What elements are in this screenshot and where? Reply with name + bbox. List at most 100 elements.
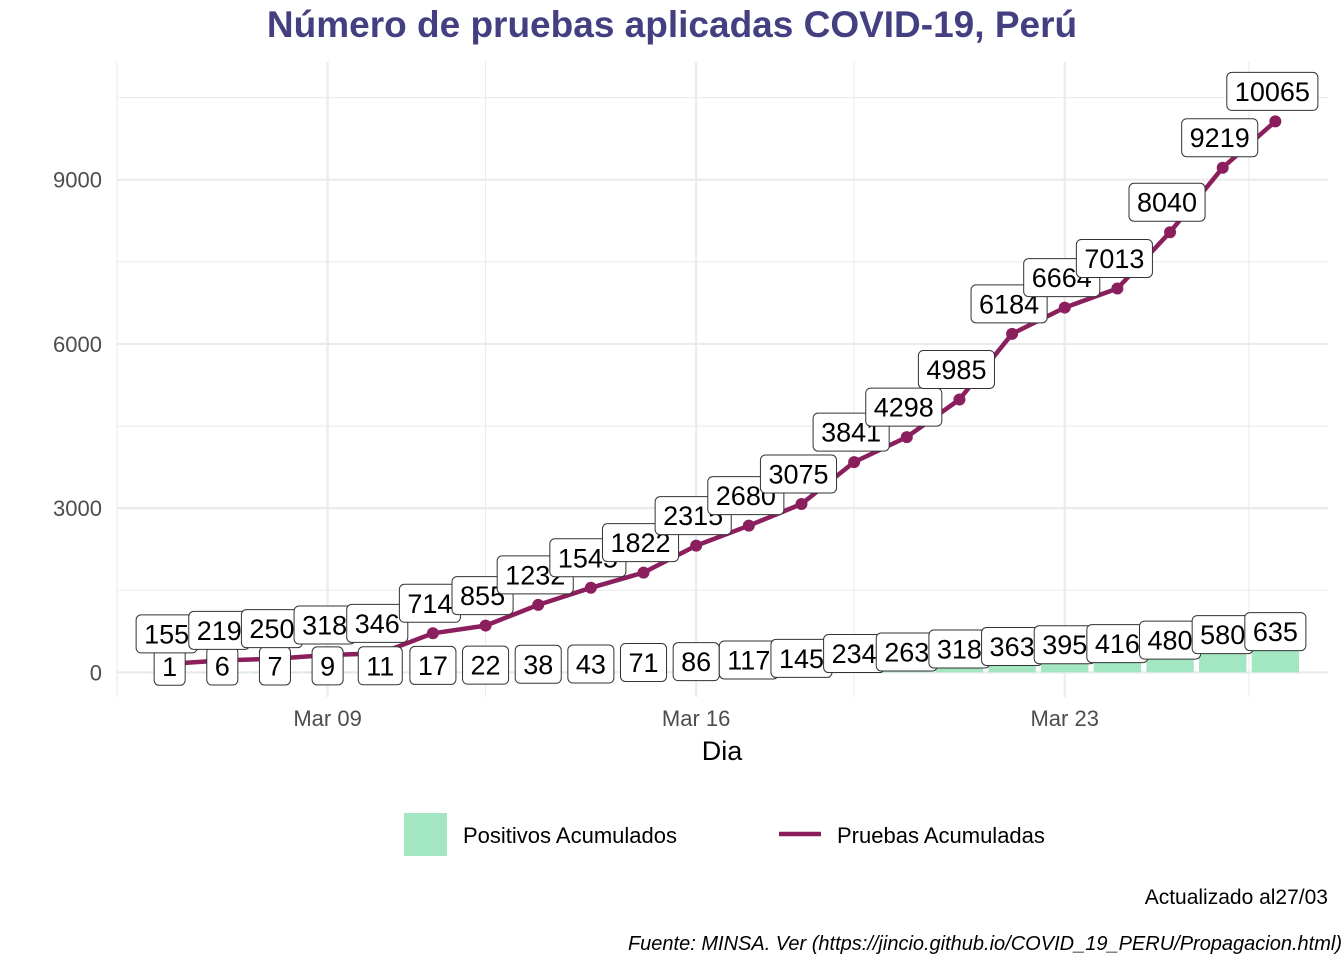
point-label-box	[917, 349, 995, 389]
bar-label-text: 416	[1095, 629, 1140, 659]
bar-label-text: 580	[1200, 620, 1245, 650]
line-pruebas-path	[167, 119, 1278, 667]
bar-label: 234	[823, 634, 886, 674]
bar-label-text: 395	[1042, 630, 1087, 660]
chart-title: Número de pruebas aplicadas COVID-19, Pe…	[267, 4, 1077, 45]
point-pruebas	[1111, 282, 1124, 295]
bar-label-box	[1244, 612, 1307, 652]
legend-key-bar	[404, 813, 447, 856]
x-axis-ticks: Mar 09 Mar 16 Mar 23	[293, 706, 1099, 731]
x-tick-label: Mar 09	[293, 706, 361, 731]
point-label-box	[865, 387, 943, 427]
point-label: 9219	[1181, 118, 1259, 158]
y-tick-label: 3000	[53, 496, 102, 521]
point-pruebas	[637, 566, 650, 579]
x-tick-label: Mar 16	[662, 706, 730, 731]
point-label: 346	[346, 603, 409, 643]
y-tick-label: 0	[90, 660, 102, 685]
bar-label: 318	[928, 629, 991, 669]
point-label: 4985	[917, 349, 995, 389]
point-label-box	[1075, 238, 1153, 278]
point-pruebas	[1164, 226, 1177, 239]
bar-label-box	[567, 644, 615, 684]
point-pruebas	[953, 393, 966, 406]
bar-label-box	[462, 645, 510, 685]
bar-label-text: 43	[576, 650, 606, 680]
bar-label-text: 635	[1253, 617, 1298, 647]
bar-label-text: 38	[523, 650, 553, 680]
y-tick-label: 9000	[53, 168, 102, 193]
point-label: 8040	[1128, 182, 1206, 222]
point-label-box	[1128, 182, 1206, 222]
bar-labels: 1 6 7 9 11 17 22 38 43 71 86 117 145 234 263 318 363 395 4…	[153, 612, 1307, 686]
y-tick-label: 6000	[53, 332, 102, 357]
point-label-text: 3075	[768, 460, 828, 490]
x-axis-title: Dia	[702, 736, 743, 766]
bar-label: 263	[875, 632, 938, 672]
point-label: 250	[240, 609, 303, 649]
legend: Positivos Acumulados Pruebas Acumuladas	[404, 813, 1045, 856]
bar-label-text: 234	[832, 639, 877, 669]
point-label: 155	[135, 614, 198, 654]
bar-label: 11	[357, 646, 403, 686]
bar-label-text: 480	[1148, 626, 1193, 656]
bar-label-text: 318	[937, 634, 982, 664]
point-pruebas	[900, 431, 913, 444]
bar-label-text: 86	[681, 647, 711, 677]
point-label-text: 318	[302, 610, 347, 640]
bar-label: 9	[311, 646, 344, 686]
point-pruebas	[848, 456, 861, 469]
point-label-text: 4985	[926, 355, 986, 385]
bar-label: 117	[718, 640, 779, 680]
point-label-box	[759, 454, 838, 494]
bar-label-box	[514, 644, 562, 684]
x-tick-label: Mar 23	[1030, 706, 1098, 731]
bar-label-box	[357, 646, 403, 686]
bar-label: 71	[619, 642, 668, 682]
bar-label: 38	[514, 644, 562, 684]
bar-label-text: 263	[884, 637, 929, 667]
bar-label-text: 17	[418, 651, 448, 681]
point-label: 318	[293, 605, 356, 645]
point-label-text: 10065	[1235, 77, 1310, 107]
bar-label-text: 117	[727, 645, 770, 675]
bar-label-box	[311, 646, 344, 686]
point-label-box	[1226, 71, 1319, 111]
bar-label-box	[409, 645, 457, 685]
point-label: 219	[188, 610, 251, 650]
bar-label-text: 6	[215, 652, 230, 682]
bar-label: 635	[1244, 612, 1307, 652]
bar-label-text: 1	[162, 652, 177, 682]
line-pruebas	[163, 115, 1282, 670]
legend-item: Positivos Acumulados	[404, 813, 677, 856]
point-label-text: 7013	[1084, 244, 1144, 274]
bar-label: 480	[1139, 620, 1202, 660]
bar-label-text: 145	[779, 644, 824, 674]
point-label-text: 8040	[1137, 188, 1197, 218]
point-pruebas	[742, 519, 755, 532]
point-label-text: 155	[144, 619, 189, 649]
bar-label: 22	[462, 645, 510, 685]
point-pruebas	[1269, 115, 1282, 128]
point-pruebas	[532, 598, 545, 611]
grid	[116, 62, 1328, 697]
bar-label: 43	[567, 644, 615, 684]
bar-label: 580	[1191, 615, 1254, 655]
point-label-box	[346, 603, 409, 643]
point-label-text: 4298	[874, 393, 934, 423]
point-label: 714	[398, 583, 461, 623]
bar-label: 7	[258, 646, 291, 686]
bar-label: 145	[770, 638, 833, 678]
bar-label-text: 22	[471, 651, 501, 681]
point-pruebas	[690, 539, 703, 552]
bar-label: 6	[206, 646, 239, 686]
bar-label-box	[619, 642, 668, 682]
point-pruebas	[795, 498, 808, 511]
point-pruebas	[426, 627, 439, 640]
point-label: 4298	[865, 387, 943, 427]
bar-label: 395	[1033, 625, 1096, 665]
point-label: 7013	[1075, 238, 1153, 278]
bar-label-text: 71	[628, 648, 658, 678]
